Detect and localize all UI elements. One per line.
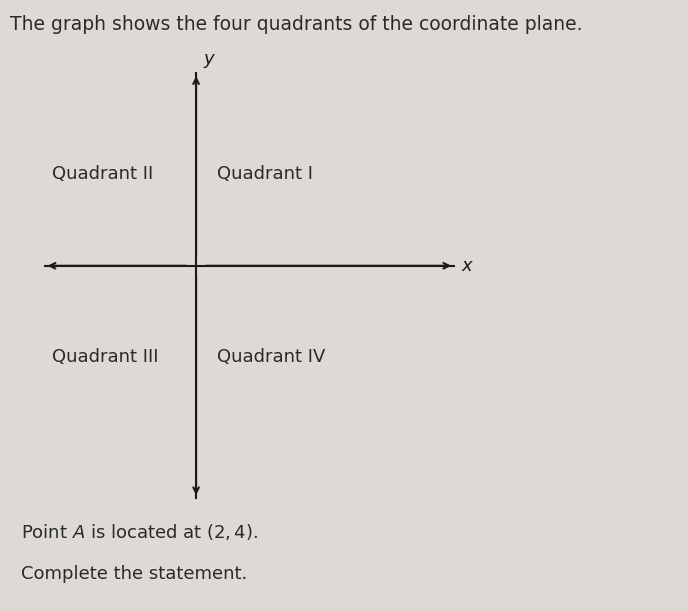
Text: Quadrant III: Quadrant III [52,348,158,367]
Text: $y$: $y$ [203,53,216,70]
Text: The graph shows the four quadrants of the coordinate plane.: The graph shows the four quadrants of th… [10,15,583,34]
Text: $x$: $x$ [461,257,474,275]
Text: Point $\mathit{A}$ is located at $(2, 4)$.: Point $\mathit{A}$ is located at $(2, 4)… [21,522,258,543]
Text: Quadrant I: Quadrant I [217,165,313,183]
Text: Complete the statement.: Complete the statement. [21,565,247,583]
Text: Quadrant IV: Quadrant IV [217,348,325,367]
Text: Quadrant II: Quadrant II [52,165,153,183]
